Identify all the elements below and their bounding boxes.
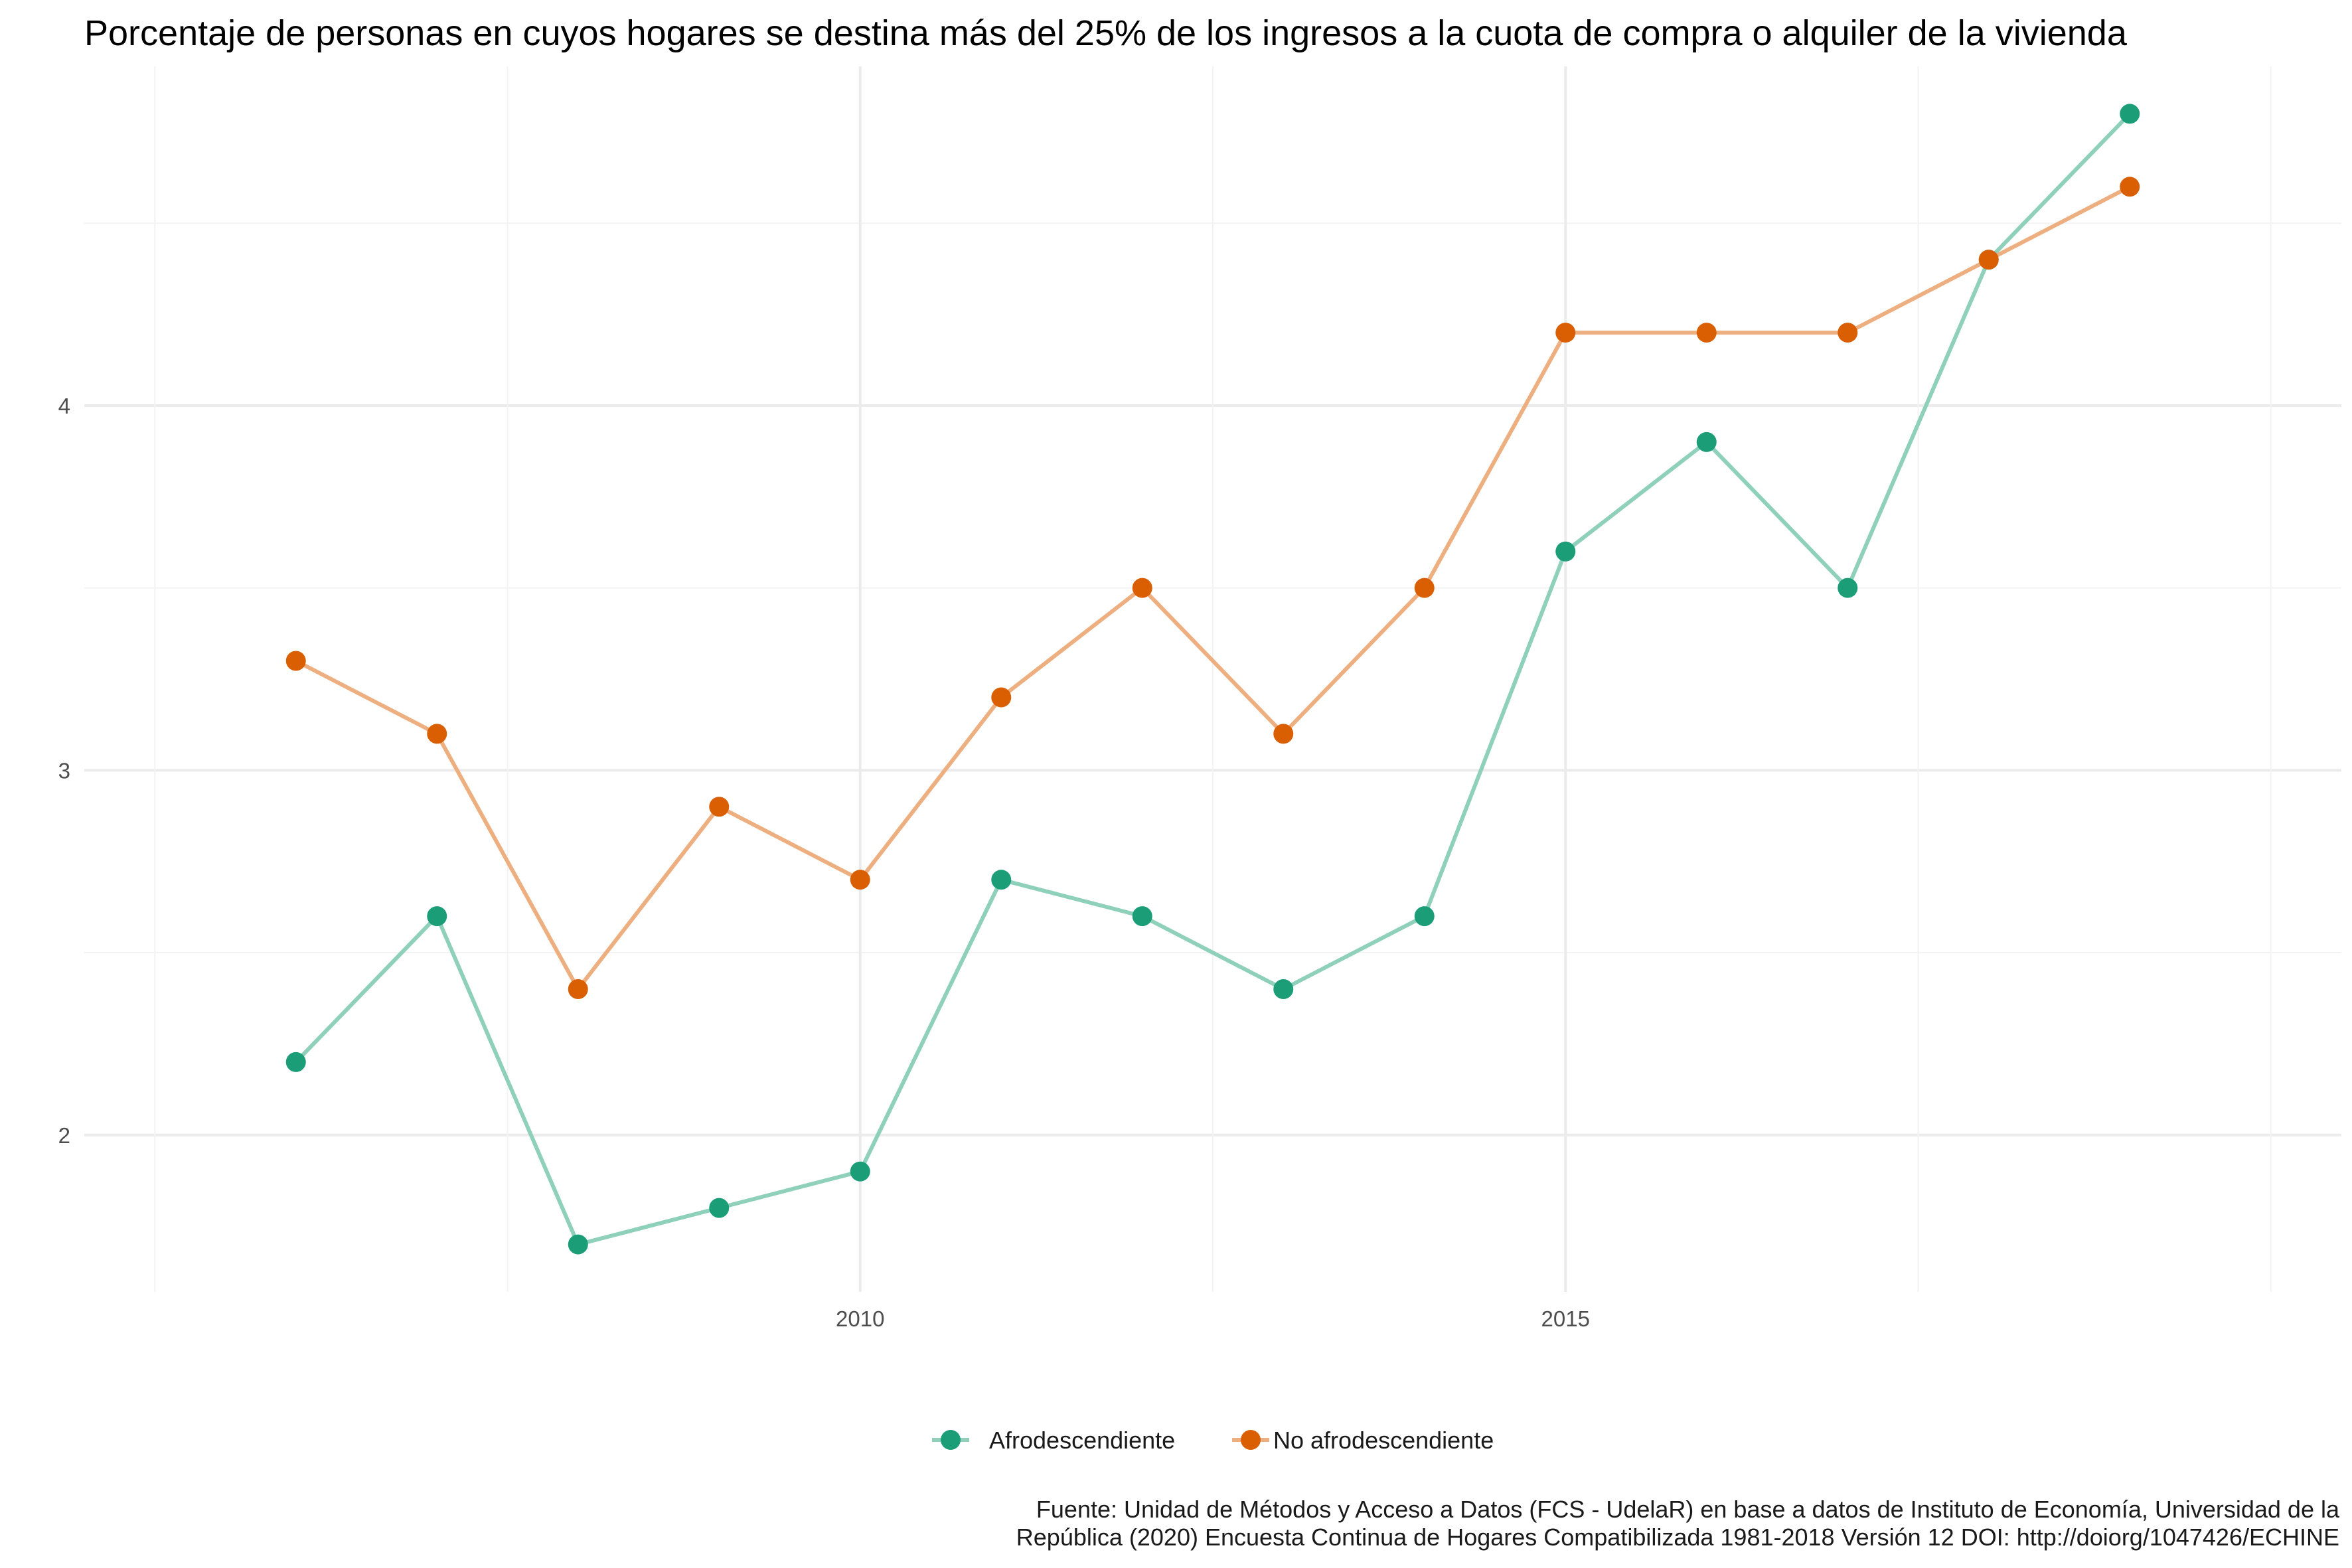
series-line (293, 185, 2132, 991)
series-afrodescendiente (293, 112, 2132, 1247)
data-point (285, 1052, 306, 1072)
data-point (1273, 979, 1294, 999)
y-tick-label: 3 (58, 758, 70, 783)
data-point (850, 870, 870, 890)
data-point (1838, 323, 1858, 343)
data-point (1132, 906, 1152, 927)
data-point (1696, 323, 1717, 343)
caption-line: Fuente: Unidad de Métodos y Acceso a Dat… (1036, 1496, 2340, 1523)
legend-key-point (1241, 1430, 1261, 1450)
data-point (709, 797, 730, 817)
data-point (427, 906, 447, 927)
data-point (709, 1198, 730, 1218)
data-point (1414, 578, 1435, 598)
data-point (1838, 578, 1858, 598)
legend-item: Afrodescendiente (932, 1427, 1175, 1454)
data-point (285, 651, 306, 671)
legend-item: No afrodescendiente (1232, 1427, 1494, 1454)
data-point (2120, 104, 2140, 124)
series-line (293, 112, 2132, 1247)
chart-title: Porcentaje de personas en cuyos hogares … (84, 13, 2128, 53)
caption: Fuente: Unidad de Métodos y Acceso a Dat… (1016, 1496, 2340, 1551)
data-point (1696, 431, 1717, 452)
series-no-afrodescendiente (293, 185, 2132, 991)
legend: Afrodescendiente No afrodescendiente (932, 1427, 1494, 1454)
legend-label: Afrodescendiente (989, 1427, 1175, 1454)
legend-key-point (941, 1430, 961, 1450)
data-point (568, 1234, 588, 1255)
data-point (991, 870, 1012, 890)
x-tick-label: 2015 (1541, 1306, 1590, 1331)
data-point (2120, 177, 2140, 197)
data-point (1414, 906, 1435, 927)
series-points (285, 177, 2140, 999)
data-point (850, 1161, 870, 1182)
data-point (427, 724, 447, 744)
data-point (1555, 541, 1576, 562)
data-point (1978, 250, 1999, 270)
series-group (285, 104, 2140, 1255)
data-point (1273, 724, 1294, 744)
data-point (1555, 323, 1576, 343)
caption-line: República (2020) Encuesta Continua de Ho… (1016, 1524, 2339, 1551)
x-tick-label: 2010 (836, 1306, 884, 1331)
legend-label: No afrodescendiente (1273, 1427, 1494, 1454)
x-axis-ticks: 2010 2015 (836, 1306, 1590, 1331)
y-tick-label: 2 (58, 1123, 70, 1148)
y-axis-ticks: 2 3 4 (58, 394, 70, 1148)
data-point (568, 979, 588, 999)
data-point (1132, 578, 1152, 598)
y-tick-label: 4 (58, 394, 70, 418)
grid-lines (84, 66, 2341, 1292)
data-point (991, 687, 1012, 708)
